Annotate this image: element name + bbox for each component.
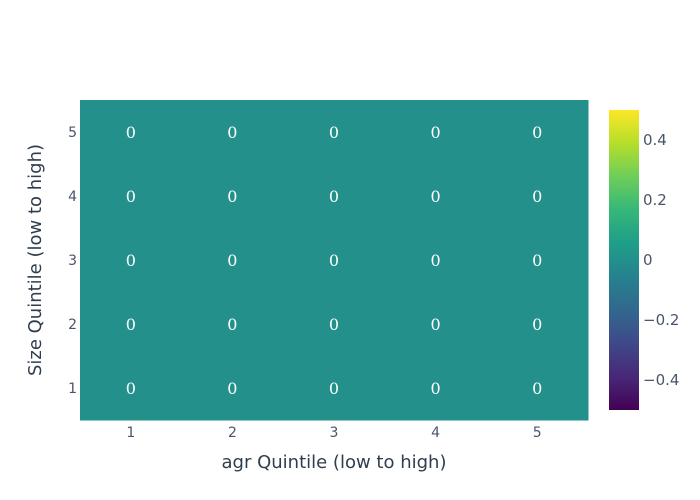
heatmap-cell-label: 0 xyxy=(532,187,542,206)
heatmap-cell-label: 0 xyxy=(126,379,136,398)
heatmap-cell xyxy=(181,228,284,293)
y-tick-label: 4 xyxy=(68,189,77,205)
heatmap-cell xyxy=(181,356,284,421)
heatmap-cell xyxy=(486,356,589,421)
heatmap-cell-label: 0 xyxy=(227,187,237,206)
heatmap-cell-label: 0 xyxy=(126,251,136,270)
heatmap-cell xyxy=(283,292,386,357)
heatmap-cell-label: 0 xyxy=(329,251,339,270)
heatmap-cell xyxy=(384,164,487,229)
heatmap-cell-label: 0 xyxy=(532,251,542,270)
heatmap-cell xyxy=(283,356,386,421)
heatmap-cell-labels: 0 0 0 0 0 0 0 0 0 0 0 0 0 0 0 0 0 0 0 0 0 0 0 0 0 xyxy=(126,123,543,398)
heatmap-cell-label: 0 xyxy=(329,379,339,398)
y-tick-label: 5 xyxy=(68,125,77,141)
heatmap-cell-label: 0 xyxy=(227,315,237,334)
heatmap-cell xyxy=(384,292,487,357)
heatmap-cell xyxy=(486,292,589,357)
heatmap-cell-label: 0 xyxy=(532,123,542,142)
heatmap-cell-label: 0 xyxy=(126,123,136,142)
heatmap-cell-label: 0 xyxy=(329,123,339,142)
heatmap-cell-label: 0 xyxy=(126,315,136,334)
heatmap-cell xyxy=(486,164,589,229)
heatmap-cell-label: 0 xyxy=(227,123,237,142)
colorbar-tick-label: 0.2 xyxy=(643,191,667,209)
heatmap-cell xyxy=(80,228,183,293)
heatmap-cell xyxy=(181,292,284,357)
heatmap-cell-label: 0 xyxy=(532,315,542,334)
heatmap-cell xyxy=(181,164,284,229)
heatmap-cell-label: 0 xyxy=(227,251,237,270)
heatmap-cell xyxy=(181,100,284,165)
heatmap-cell-label: 0 xyxy=(329,187,339,206)
colorbar-tick-label: −0.4 xyxy=(643,371,679,389)
heatmap-cell-label: 0 xyxy=(227,379,237,398)
heatmap-cell-label: 0 xyxy=(431,187,441,206)
heatmap-cell-label: 0 xyxy=(431,251,441,270)
x-axis-ticks: 1 2 3 4 5 xyxy=(126,425,541,441)
x-axis-title: agr Quintile (low to high) xyxy=(222,452,447,473)
heatmap-cell-label: 0 xyxy=(431,123,441,142)
heatmap-cells xyxy=(80,100,589,421)
colorbar-tick-label: 0 xyxy=(643,251,653,269)
heatmap-cell xyxy=(486,100,589,165)
heatmap-cell xyxy=(80,164,183,229)
x-tick-label: 5 xyxy=(533,425,542,441)
heatmap-cell xyxy=(80,100,183,165)
heatmap-cell xyxy=(283,164,386,229)
heatmap-cell xyxy=(80,292,183,357)
heatmap-cell xyxy=(486,228,589,293)
colorbar-ticks: 0.4 0.2 0 −0.2 −0.4 xyxy=(643,131,679,389)
heatmap-cell xyxy=(80,356,183,421)
colorbar: 0.4 0.2 0 −0.2 −0.4 xyxy=(609,110,679,410)
x-tick-label: 2 xyxy=(228,425,237,441)
heatmap-cell-label: 0 xyxy=(431,379,441,398)
y-axis-ticks: 1 2 3 4 5 xyxy=(68,125,77,397)
heatmap-cell xyxy=(283,100,386,165)
colorbar-gradient xyxy=(609,110,639,410)
y-tick-label: 3 xyxy=(68,253,77,269)
x-tick-label: 3 xyxy=(330,425,339,441)
heatmap-cell-label: 0 xyxy=(431,315,441,334)
heatmap-cell xyxy=(384,356,487,421)
heatmap-cell-label: 0 xyxy=(126,187,136,206)
y-tick-label: 2 xyxy=(68,317,77,333)
y-axis-title: Size Quintile (low to high) xyxy=(25,144,46,376)
colorbar-tick-label: −0.2 xyxy=(643,311,679,329)
heatmap-cell xyxy=(384,228,487,293)
x-tick-label: 1 xyxy=(126,425,135,441)
heatmap-cell xyxy=(283,228,386,293)
heatmap-cell xyxy=(384,100,487,165)
colorbar-tick-label: 0.4 xyxy=(643,131,667,149)
y-tick-label: 1 xyxy=(68,381,77,397)
x-tick-label: 4 xyxy=(431,425,440,441)
heatmap-cell-label: 0 xyxy=(329,315,339,334)
heatmap-cell-label: 0 xyxy=(532,379,542,398)
